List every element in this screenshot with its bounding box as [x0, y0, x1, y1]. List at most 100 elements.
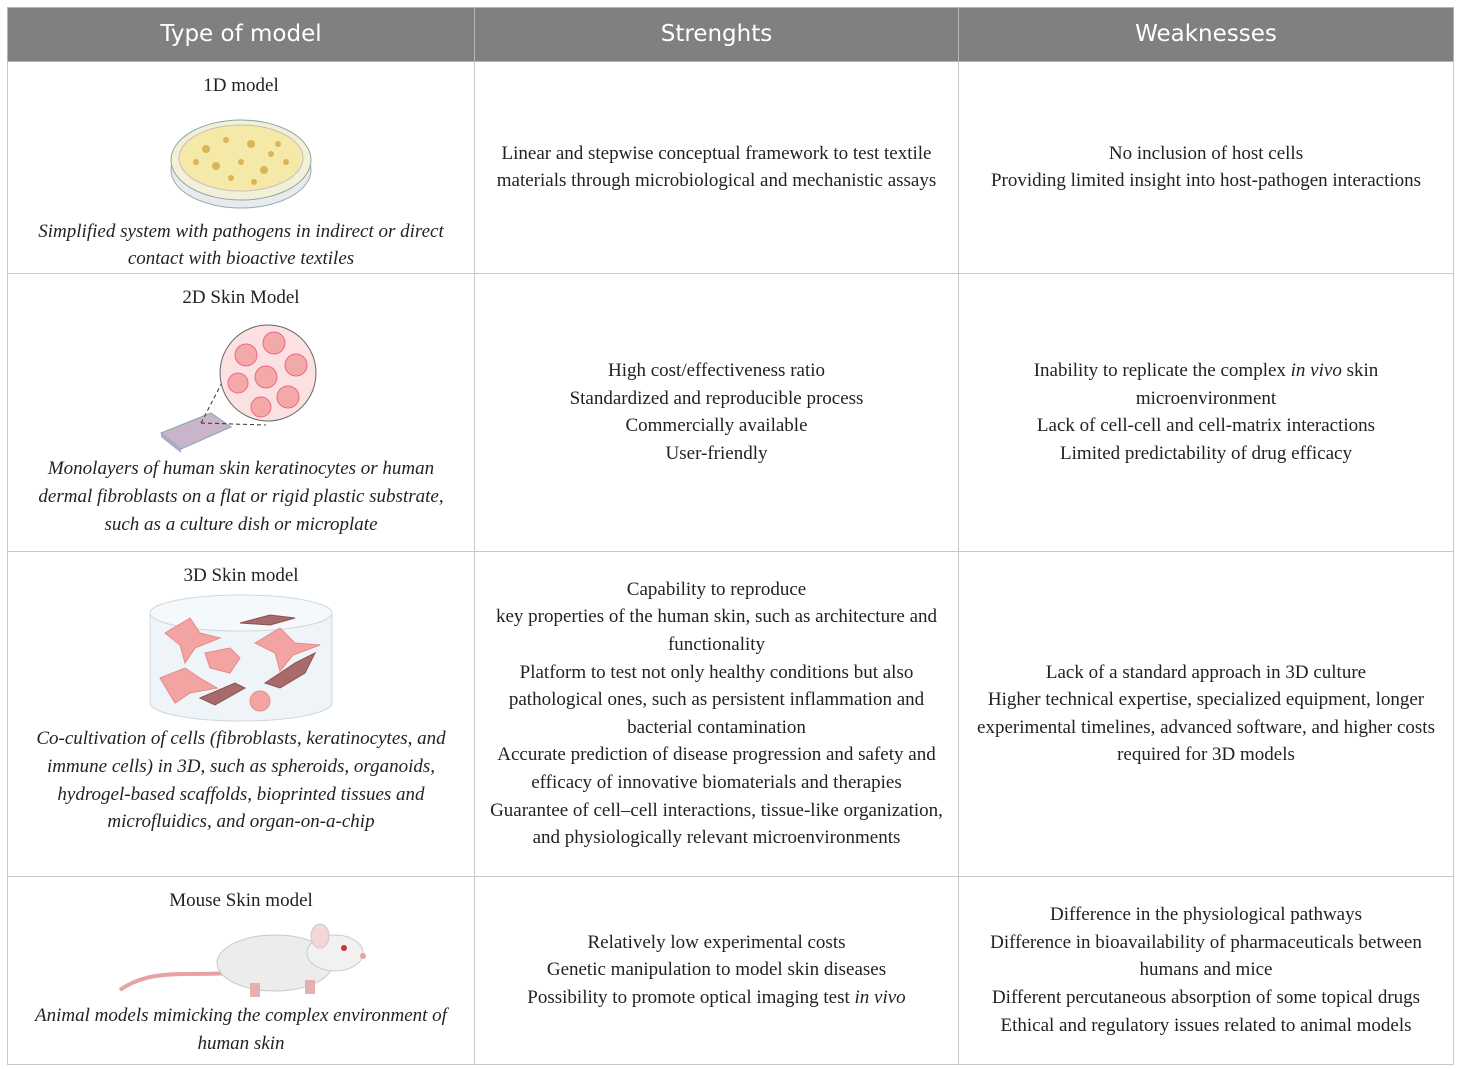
- illustration-part: [198, 682, 247, 706]
- header-cell: Type of model: [7, 7, 475, 62]
- illustration-part: [193, 136, 289, 185]
- line: Inability to replicate the complex in vi…: [973, 357, 1439, 412]
- model-description: Monolayers of human skin keratinocytes o…: [38, 458, 444, 535]
- line: Ethical and regulatory issues related to…: [1000, 1014, 1412, 1036]
- line: Lack of cell-cell and cell-matrix intera…: [1036, 415, 1376, 437]
- illustration-part: [227, 372, 249, 394]
- model-cell: 3D Skin model Co-cultivation of cells (f…: [7, 550, 475, 877]
- table-row: 1D model Simplified system with pathogen…: [7, 61, 1454, 274]
- header-row: Type of model Strenghts Weaknesses: [7, 7, 1454, 62]
- line: Commercially available: [625, 415, 808, 437]
- illustration-part: [360, 953, 366, 960]
- line: Different percutaneous absorption of som…: [991, 987, 1421, 1009]
- line: Relatively low experimental costs: [587, 931, 846, 953]
- illustration-part: [284, 353, 308, 377]
- header-cell: Weaknesses: [958, 7, 1454, 62]
- line: Capability to reproduce: [626, 578, 807, 600]
- illustration-part: [253, 627, 321, 673]
- petri-dish-illustration: [170, 119, 312, 209]
- illustration-part: [238, 158, 244, 165]
- illustration-part: [268, 150, 274, 157]
- model-description: Animal models mimicking the complex envi…: [35, 1005, 447, 1054]
- line-segment: Inability to replicate the complex: [1033, 360, 1286, 382]
- illustration-part: [164, 617, 222, 665]
- table-row: 2D Skin Model Monolayers of human skin k…: [7, 272, 1454, 552]
- line: Guarantee of cell–cell interactions, tis…: [490, 799, 943, 849]
- line: Possibility to promote optical imaging t…: [489, 984, 944, 1012]
- line: Lack of a standard approach in 3D cultur…: [1045, 661, 1367, 683]
- table-row: 3D Skin model Co-cultivation of cells (f…: [7, 550, 1454, 877]
- illustration-part: [212, 161, 220, 170]
- model-description: Co-cultivation of cells (fibroblasts, ke…: [36, 728, 446, 833]
- table-row: Mouse Skin model Animal models mimicking…: [7, 875, 1454, 1065]
- line: Limited predictability of drug efficacy: [1060, 442, 1352, 464]
- illustration-part: [198, 614, 317, 706]
- illustration-part: [223, 136, 229, 143]
- model-cell: 2D Skin Model Monolayers of human skin k…: [7, 272, 475, 552]
- text-cell: Relatively low experimental costs Genetic…: [474, 875, 959, 1065]
- illustration-part: [341, 945, 347, 952]
- illustration-part: [200, 422, 267, 426]
- line: Difference in bioavailability of pharmac…: [990, 931, 1422, 981]
- illustration-part: [275, 140, 281, 147]
- line-segment: Possibility to promote optical imaging t…: [527, 987, 850, 1009]
- illustration-part: [262, 331, 286, 355]
- text-cell: Linear and stepwise conceptual framework…: [474, 61, 959, 274]
- illustration-part: [249, 690, 271, 712]
- line: Genetic manipulation to model skin disea…: [546, 959, 887, 981]
- model-cell: 1D model Simplified system with pathogen…: [7, 61, 475, 274]
- comparison-table: Type of model Strenghts Weaknesses 1D mode…: [7, 7, 1454, 1065]
- line: Platform to test not only healthy condit…: [508, 661, 925, 738]
- illustration-part: [202, 144, 210, 153]
- line: key properties of the human skin, such a…: [495, 606, 938, 655]
- model-name: Mouse Skin model: [169, 889, 313, 911]
- text-cell: High cost/effectiveness ratio Standardize…: [474, 272, 959, 552]
- italic-term: in vivo: [854, 987, 906, 1009]
- illustration-part: [161, 433, 181, 454]
- illustration-part: [204, 647, 241, 674]
- illustration-part: [160, 412, 233, 450]
- line: User-friendly: [665, 442, 768, 464]
- illustration-part: [178, 124, 304, 192]
- text-cell: Lack of a standard approach in 3D cultur…: [958, 550, 1454, 877]
- model-name: 1D model: [203, 75, 279, 96]
- illustration-part: [276, 385, 300, 409]
- illustration-part: [239, 614, 296, 626]
- illustration-part: [159, 667, 219, 705]
- text-cell: Capability to reproduce key properties of…: [474, 550, 959, 877]
- illustration-part: [305, 980, 315, 995]
- line: Accurate prediction of disease progressi…: [497, 744, 936, 793]
- illustration-part: [159, 617, 321, 712]
- illustration-part: [118, 971, 231, 993]
- illustration-part: [250, 396, 272, 418]
- illustration-part: [263, 652, 317, 689]
- illustration-part: [149, 594, 333, 632]
- text-cell: Difference in the physiological pathways…: [958, 875, 1454, 1065]
- illustration-part: [251, 178, 257, 185]
- illustration-part: [227, 331, 308, 418]
- text-cell: Inability to replicate the complex in vi…: [958, 272, 1454, 552]
- line: No inclusion of host cells: [1108, 142, 1304, 164]
- illustration-part: [193, 158, 199, 165]
- line: Linear and stepwise conceptual framework…: [496, 142, 937, 192]
- illustration-part: [234, 343, 258, 367]
- italic-term: in vivo: [1290, 360, 1342, 382]
- illustration-part: [247, 139, 255, 148]
- spheroid-illustration: [149, 594, 333, 722]
- mouse-illustration: [118, 923, 366, 998]
- line: Providing limited insight into host-path…: [990, 170, 1422, 192]
- line-segment: skin microenvironment: [1135, 360, 1379, 409]
- plate-illustration: [160, 324, 317, 454]
- illustration-part: [228, 174, 234, 181]
- model-name: 2D Skin Model: [182, 286, 300, 308]
- illustration-part: [250, 983, 260, 998]
- table-body: 1D model Simplified system with pathogen…: [7, 61, 1454, 1065]
- illustration-part: [254, 365, 278, 389]
- illustration-part: [260, 165, 268, 174]
- line: Difference in the physiological pathways: [1050, 904, 1362, 926]
- table-head: Type of model Strenghts Weaknesses: [7, 7, 1454, 62]
- model-cell: Mouse Skin model Animal models mimicking…: [7, 875, 475, 1065]
- line: Standardized and reproducible process: [569, 387, 864, 409]
